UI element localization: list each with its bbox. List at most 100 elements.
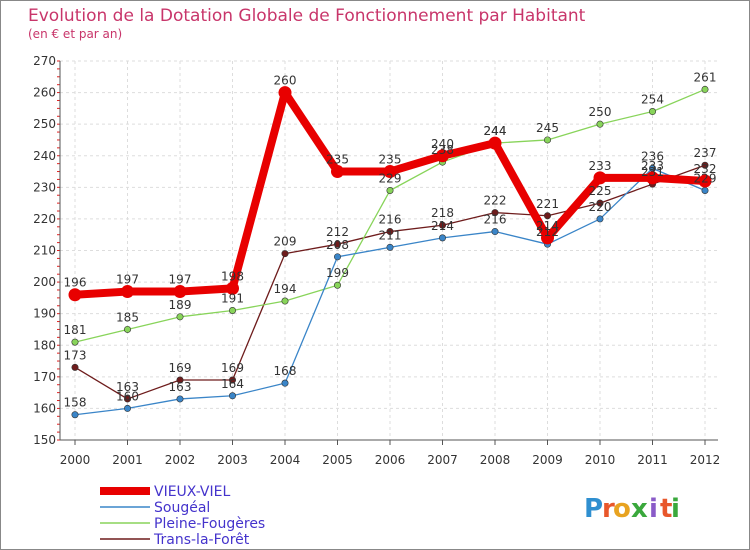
- data-label: 169: [169, 361, 192, 375]
- data-label: 212: [326, 225, 349, 239]
- x-tick-label: 2005: [322, 453, 353, 467]
- data-label: 197: [116, 273, 139, 287]
- data-label-layer: 173 163 169 169 209 212 216 218 222 221 225 231 237 1…: [64, 70, 717, 409]
- data-label: 229: [694, 171, 717, 185]
- data-label: 163: [116, 380, 139, 394]
- data-point: [701, 186, 709, 194]
- data-label: 220: [589, 200, 612, 214]
- data-label: 216: [379, 213, 402, 227]
- x-tick-label: 2012: [690, 453, 721, 467]
- data-point: [176, 313, 184, 321]
- data-label: 260: [274, 74, 297, 88]
- y-tick-label: 200: [33, 275, 56, 289]
- data-point: [333, 281, 341, 289]
- data-label: 169: [221, 361, 244, 375]
- data-point: [229, 376, 237, 384]
- y-tick-label: 180: [33, 338, 56, 352]
- data-label: 236: [641, 149, 664, 163]
- data-point: [281, 250, 289, 258]
- data-point: [543, 136, 551, 144]
- data-label: 191: [221, 292, 244, 306]
- legend: VIEUX-VIELSougéalPleine-FougèresTrans-la…: [100, 484, 265, 548]
- data-point: [124, 325, 132, 333]
- data-point: [386, 186, 394, 194]
- y-tick-label: 260: [33, 86, 56, 100]
- data-label: 211: [379, 228, 402, 242]
- chart-title: Evolution de la Dotation Globale de Fonc…: [28, 6, 586, 26]
- data-label: 216: [484, 213, 507, 227]
- chart-subtitle: (en € et par an): [28, 27, 122, 41]
- data-point: [71, 411, 79, 419]
- data-point: [543, 212, 551, 220]
- data-point: [436, 149, 449, 163]
- y-tick-label: 220: [33, 212, 56, 226]
- data-label: 261: [694, 70, 717, 84]
- data-label: 244: [484, 124, 507, 138]
- data-point: [176, 376, 184, 384]
- data-point: [229, 392, 237, 400]
- data-label: 232: [694, 162, 717, 176]
- data-label: 214: [536, 219, 559, 233]
- data-point: [121, 285, 134, 299]
- data-point: [386, 243, 394, 251]
- x-tick-label: 2009: [532, 453, 563, 467]
- y-tick-label: 240: [33, 149, 56, 163]
- legend-label: Pleine-Fougères: [154, 516, 265, 532]
- y-tick-label: 210: [33, 244, 56, 258]
- y-tick-label: 190: [33, 307, 56, 321]
- data-label: 233: [641, 159, 664, 173]
- data-point: [331, 165, 344, 179]
- y-tick-label: 150: [33, 433, 56, 447]
- data-label: 185: [116, 310, 139, 324]
- axis-layer: 150 160 170 180 190 200 210 220 230 240 250 260 270 2…: [33, 54, 720, 467]
- brand-letter: i: [649, 494, 658, 524]
- data-label: 160: [116, 389, 139, 403]
- data-point: [278, 86, 292, 100]
- legend-label: Trans-la-Forêt: [153, 532, 250, 548]
- data-point: [124, 404, 132, 412]
- x-tick-label: 2008: [480, 453, 511, 467]
- x-tick-label: 2011: [637, 453, 668, 467]
- x-tick-label: 2001: [112, 453, 143, 467]
- data-point: [491, 228, 499, 236]
- data-label: 168: [274, 364, 297, 378]
- legend-label: Sougéal: [154, 500, 210, 516]
- data-label: 235: [379, 153, 402, 167]
- brand-letter: r: [602, 494, 615, 524]
- data-point: [593, 171, 607, 185]
- data-point: [71, 363, 79, 371]
- data-point: [488, 136, 502, 150]
- y-tick-label: 230: [33, 180, 56, 194]
- data-point: [596, 215, 604, 223]
- data-label: 225: [589, 184, 612, 198]
- data-label: 254: [641, 93, 664, 107]
- data-label: 199: [326, 266, 349, 280]
- y-tick-label: 250: [33, 117, 56, 131]
- data-label: 221: [536, 197, 559, 211]
- data-point: [491, 209, 499, 217]
- x-tick-label: 2003: [217, 453, 248, 467]
- x-tick-label: 2002: [165, 453, 196, 467]
- data-label: 238: [431, 143, 454, 157]
- data-label: 198: [221, 269, 244, 283]
- x-tick-label: 2004: [270, 453, 301, 467]
- y-tick-label: 170: [33, 370, 56, 384]
- x-tick-label: 2007: [427, 453, 458, 467]
- data-point: [176, 395, 184, 403]
- data-label: 196: [64, 276, 87, 290]
- data-label: 218: [431, 206, 454, 220]
- data-point: [124, 395, 132, 403]
- data-point: [596, 199, 604, 207]
- data-label: 208: [326, 238, 349, 252]
- data-label: 244: [484, 124, 507, 138]
- data-point: [698, 174, 712, 188]
- data-point: [71, 338, 79, 346]
- data-label: 222: [484, 194, 507, 208]
- data-label: 209: [274, 235, 297, 249]
- brand-letter: t: [660, 494, 672, 524]
- data-point: [173, 285, 187, 299]
- grid-layer: [60, 60, 718, 441]
